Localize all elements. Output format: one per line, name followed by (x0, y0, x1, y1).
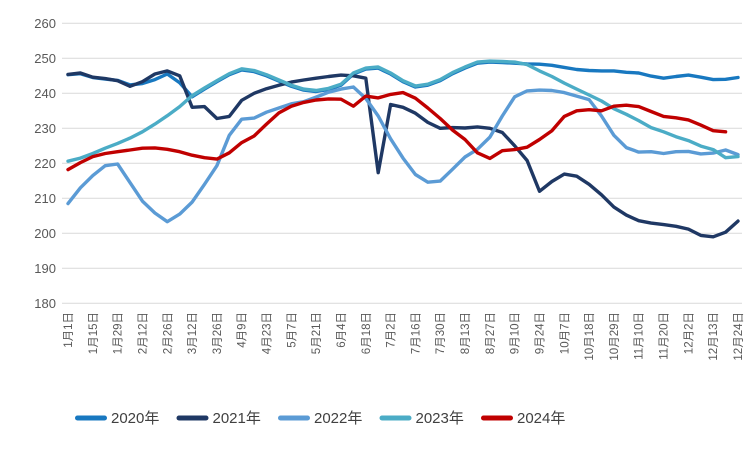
y-tick-label: 190 (34, 261, 56, 276)
y-tick-label: 210 (34, 191, 56, 206)
legend-item-2022年[interactable]: 2022年 (278, 410, 362, 427)
x-tick-label: 3月12日 (187, 312, 199, 354)
x-tick-label: 12月24日 (733, 312, 745, 361)
x-tick-label: 8月13日 (460, 312, 472, 354)
series-line-2022年 (66, 85, 740, 224)
x-tick-label: 12月2日 (683, 312, 695, 354)
x-tick-label: 9月24日 (535, 312, 547, 354)
x-tick-label: 7月2日 (386, 312, 398, 348)
legend-item-2023年[interactable]: 2023年 (379, 410, 464, 427)
x-tick-label: 1月29日 (113, 312, 125, 354)
x-tick-label: 6月18日 (361, 312, 373, 354)
legend-label: 2021年 (213, 410, 261, 427)
x-tick-label: 5月21日 (311, 312, 323, 354)
series-line-2023年 (66, 59, 740, 163)
legend-label: 2022年 (314, 410, 362, 427)
x-tick-label: 4月23日 (262, 312, 274, 354)
legend-swatch-2023年 (379, 415, 412, 421)
y-tick-label: 230 (34, 121, 56, 136)
x-tick-label: 10月18日 (584, 312, 596, 361)
legend-item-2021年[interactable]: 2021年 (176, 410, 261, 427)
x-tick-label: 10月29日 (609, 312, 621, 361)
x-tick-label: 11月20日 (659, 312, 671, 360)
series-line-2021年 (66, 69, 740, 239)
x-tick-label: 4月9日 (237, 312, 249, 348)
legend-swatch-2022年 (278, 415, 310, 421)
x-tick-label: 2月12日 (137, 312, 149, 354)
x-tick-label: 12月13日 (708, 312, 720, 361)
legend-label: 2023年 (416, 410, 464, 427)
x-tick-label: 7月16日 (410, 312, 422, 354)
x-tick-label: 1月1日 (63, 312, 75, 348)
y-tick-label: 220 (34, 156, 56, 171)
y-tick-label: 180 (34, 296, 56, 311)
x-tick-label: 5月7日 (286, 312, 298, 348)
y-tick-label: 250 (34, 51, 56, 66)
legend-swatch-2020年 (75, 415, 107, 421)
y-tick-label: 260 (34, 16, 56, 31)
legend-label: 2020年 (111, 410, 159, 427)
x-tick-label: 7月30日 (435, 312, 447, 354)
x-tick-label: 10月7日 (559, 312, 571, 354)
legend-item-2024年[interactable]: 2024年 (481, 410, 565, 427)
y-tick-label: 200 (34, 226, 56, 241)
series-line-2024年 (66, 90, 728, 172)
x-tick-label: 3月26日 (212, 312, 224, 354)
x-tick-label: 6月4日 (336, 312, 348, 348)
x-tick-label: 2月26日 (162, 312, 174, 354)
x-tick-label: 8月27日 (485, 312, 497, 354)
legend-item-2020年[interactable]: 2020年 (75, 410, 159, 427)
legend-label: 2024年 (517, 410, 565, 427)
legend-swatch-2024年 (481, 415, 513, 421)
x-tick-label: 9月10日 (510, 312, 522, 354)
x-tick-label: 1月15日 (88, 312, 100, 354)
y-tick-label: 240 (34, 86, 56, 101)
x-tick-label: 11月10日 (634, 312, 646, 360)
legend-swatch-2021年 (176, 415, 209, 421)
